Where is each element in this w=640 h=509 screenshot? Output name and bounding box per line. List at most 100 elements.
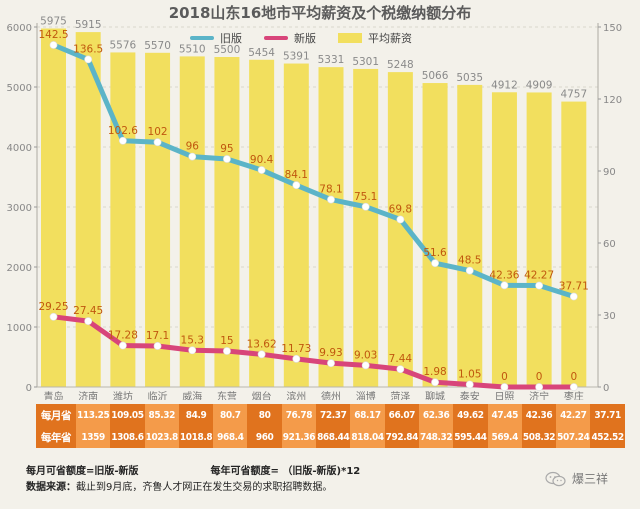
bar-label: 5301 xyxy=(352,56,379,68)
data-label: 17.1 xyxy=(146,330,169,342)
data-point xyxy=(500,383,509,391)
data-label: 102 xyxy=(148,126,168,138)
monthly-formula: 每月可省额度=旧版-新版 xyxy=(26,466,139,477)
table-cell: 1023.8 xyxy=(144,426,179,448)
category-label: 枣庄 xyxy=(564,390,584,400)
left-tick-label: 5000 xyxy=(7,83,32,94)
row-header: 每月省 xyxy=(36,404,76,426)
data-label: 90.4 xyxy=(250,154,274,166)
table-cell: 76.78 xyxy=(281,404,317,426)
data-label: 11.73 xyxy=(281,343,311,355)
data-label: 96 xyxy=(186,141,200,153)
data-label: 9.03 xyxy=(354,349,377,361)
data-point xyxy=(535,281,544,290)
left-tick-label: 6000 xyxy=(7,23,32,34)
notes: 每月可省额度=旧版-新版 每年可省额度= （旧版-新版)*12 数据来源：截止到… xyxy=(26,464,360,496)
row-header: 每年省 xyxy=(36,426,76,448)
data-point xyxy=(257,350,266,359)
bar-label: 4912 xyxy=(491,79,518,91)
legend-swatch-salary xyxy=(338,33,362,43)
data-label: 142.5 xyxy=(38,29,68,41)
data-point xyxy=(569,292,578,301)
table-cell: 595.44 xyxy=(453,426,488,448)
category-label: 滨州 xyxy=(286,390,306,400)
bar-label: 5035 xyxy=(456,72,483,84)
table-row-monthly: 每月省 113.25 109.05 85.32 84.9 80.7 80 76.78 72.37… xyxy=(36,404,625,426)
data-point xyxy=(500,281,509,290)
data-point xyxy=(153,342,162,350)
table-cell: 507.24 xyxy=(556,426,591,448)
bar xyxy=(145,52,171,388)
table-cell: 62.36 xyxy=(418,404,454,426)
table-cell: 68.17 xyxy=(350,404,385,426)
data-label: 1.98 xyxy=(423,366,446,378)
data-label: 15.3 xyxy=(181,334,204,346)
data-label: 15 xyxy=(220,335,233,347)
left-tick-label: 4000 xyxy=(7,143,32,154)
data-label: 27.45 xyxy=(73,305,103,317)
chart: 5975 5915 5576 5570 5510 5500 5454 5391 5331 5301… xyxy=(7,16,623,401)
table-row-yearly: 每年省 1359 1308.6 1023.8 1018.8 968.4 960 921.36 8… xyxy=(36,426,625,448)
data-point xyxy=(361,202,370,211)
bar-label: 5331 xyxy=(318,54,345,66)
left-tick-label: 2000 xyxy=(7,263,32,274)
right-tick-label: 30 xyxy=(603,311,616,322)
category-label: 德州 xyxy=(321,390,341,400)
legend: 旧版 新版 平均薪资 xyxy=(190,30,412,46)
left-tick-label: 3000 xyxy=(7,203,32,214)
data-label: 95 xyxy=(220,143,233,155)
brand-name: 爆三祥 xyxy=(572,472,609,486)
bar xyxy=(283,63,309,387)
bar xyxy=(110,52,136,387)
table-cell: 868.44 xyxy=(316,426,351,448)
data-point xyxy=(292,354,301,363)
data-label: 51.6 xyxy=(423,247,447,259)
data-point xyxy=(49,41,58,49)
table-cell: 80.7 xyxy=(213,404,248,426)
data-point xyxy=(431,259,439,268)
legend-label-salary: 平均薪资 xyxy=(368,32,412,45)
category-label: 烟台 xyxy=(252,390,272,400)
bar-label: 5570 xyxy=(144,40,171,52)
bar xyxy=(249,59,275,387)
bar-label: 4909 xyxy=(526,79,553,91)
left-tick-label: 0 xyxy=(26,383,32,394)
table-cell: 1308.6 xyxy=(110,426,145,448)
data-label: 75.1 xyxy=(354,191,377,203)
table-cell: 921.36 xyxy=(281,426,317,448)
data-point xyxy=(431,378,439,387)
category-label: 临沂 xyxy=(148,390,168,400)
data-point xyxy=(569,383,578,391)
bar xyxy=(491,92,517,387)
data-point xyxy=(327,359,335,368)
data-point xyxy=(361,361,370,370)
bar xyxy=(353,68,379,387)
table-cell: 47.45 xyxy=(487,404,522,426)
wechat-icon xyxy=(545,471,567,487)
data-point xyxy=(396,215,405,224)
category-label: 威海 xyxy=(182,390,202,400)
data-label: 9.93 xyxy=(319,347,342,359)
bar xyxy=(457,84,483,388)
data-label: 29.25 xyxy=(38,301,68,313)
table-cell: 569.4 xyxy=(487,426,522,448)
category-label: 济南 xyxy=(78,390,98,400)
data-label: 7.44 xyxy=(389,353,413,365)
bar xyxy=(526,92,552,388)
series-line-new xyxy=(51,314,577,390)
right-tick-label: 60 xyxy=(603,239,616,250)
data-label: 17.28 xyxy=(108,330,138,342)
data-point xyxy=(223,347,231,355)
data-label: 37.71 xyxy=(559,280,589,292)
table-cell: 49.62 xyxy=(453,404,488,426)
data-label: 84.1 xyxy=(285,169,308,181)
bar-label: 5248 xyxy=(387,59,414,71)
table-cell: 37.71 xyxy=(590,404,625,426)
table-cell: 84.9 xyxy=(178,404,214,426)
table-cell: 452.52 xyxy=(590,426,625,448)
data-label: 13.62 xyxy=(247,338,277,350)
data-label: 42.36 xyxy=(489,269,519,281)
source-label: 数据来源： xyxy=(26,482,76,493)
savings-table: 每月省 113.25 109.05 85.32 84.9 80.7 80 76.78 72.37… xyxy=(36,404,625,448)
source-text: 截止到9月底，齐鲁人才网正在发生交易的求职招聘数据。 xyxy=(76,482,333,493)
